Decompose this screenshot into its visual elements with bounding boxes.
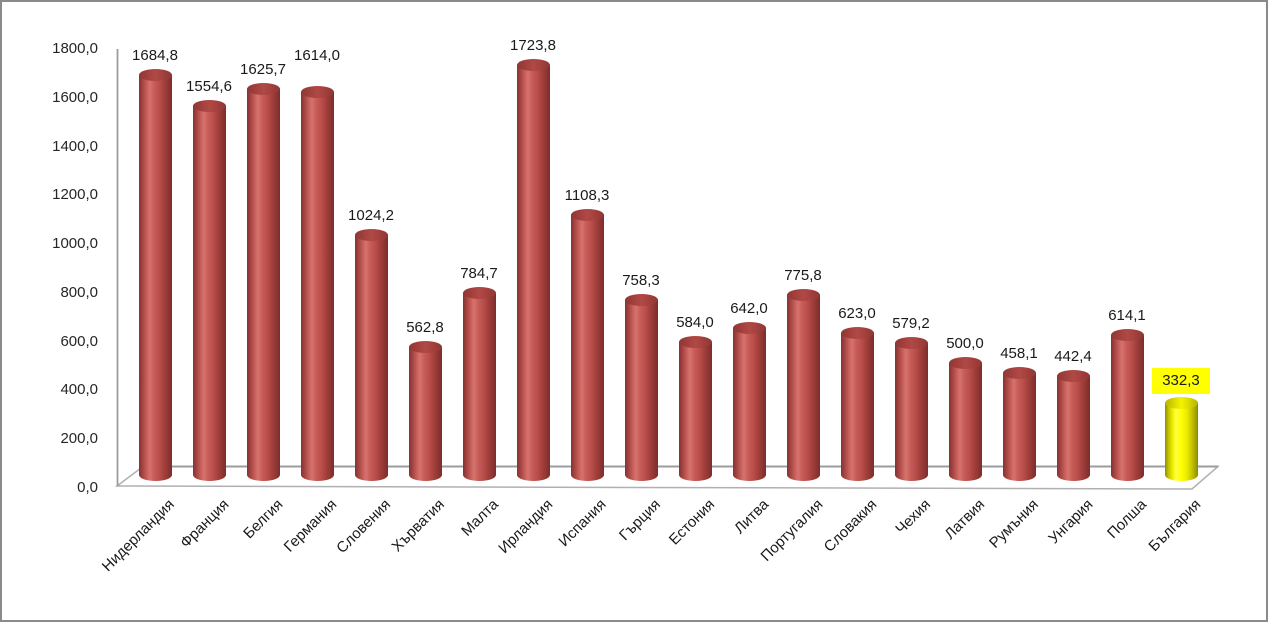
bar-cylinder	[354, 235, 388, 481]
floor-parallelogram	[114, 465, 1221, 490]
y-tick-label: 1600,0	[52, 88, 98, 106]
bar-value-label: 642,0	[730, 299, 768, 317]
bar-cylinder	[894, 343, 928, 481]
bar-cylinder	[678, 342, 712, 481]
bar-cylinder-highlighted	[1164, 403, 1198, 481]
bar-value-label: 458,1	[1000, 344, 1038, 362]
bar-value-label: 1625,7	[240, 60, 286, 78]
bar-value-label: 1684,8	[132, 46, 178, 64]
y-tick-label: 1400,0	[52, 137, 98, 155]
bar-top-cap	[948, 356, 982, 369]
bar-cylinder	[840, 332, 874, 481]
bar-value-label: 442,4	[1054, 348, 1092, 366]
bar-top-cap	[408, 341, 442, 354]
bar-cylinder	[138, 74, 172, 481]
bar-top-cap	[570, 208, 604, 221]
y-tick-label: 1800,0	[52, 39, 98, 57]
bar-top-cap	[516, 59, 550, 72]
bar-top-cap	[1110, 328, 1144, 341]
bar-top-cap	[462, 287, 496, 300]
y-tick-label: 1000,0	[52, 235, 98, 253]
bar-value-label: 332,3	[1121, 368, 1241, 395]
bar-value-label: 584,0	[676, 314, 714, 332]
bar-cylinder	[516, 65, 550, 481]
bar-cylinder	[1056, 376, 1090, 481]
bar-cylinder	[732, 327, 766, 481]
bar-top-cap	[1056, 370, 1090, 383]
bar-cylinder	[246, 88, 280, 481]
bar-value-label: 1108,3	[564, 186, 610, 204]
bar-top-cap	[300, 85, 334, 98]
bar-value-label: 623,0	[838, 304, 876, 322]
y-tick-label: 400,0	[60, 381, 98, 399]
bar-cylinder	[948, 362, 982, 481]
bar-value-label: 1723,8	[510, 37, 556, 55]
bar-top-cap	[894, 337, 928, 350]
bar-top-cap	[138, 68, 172, 81]
y-tick-label: 0,0	[77, 479, 98, 496]
bar-top-cap	[192, 100, 226, 113]
bar-cylinder	[1002, 372, 1036, 481]
bar-cylinder	[570, 214, 604, 481]
highlighted-value-label: 332,3	[1152, 368, 1210, 395]
bar-value-label: 1554,6	[186, 78, 232, 96]
bar-value-label: 500,0	[946, 334, 984, 352]
bar-value-label: 579,2	[892, 315, 930, 333]
bar-value-label: 784,7	[460, 265, 498, 283]
bar-value-label: 1024,2	[348, 207, 394, 225]
bar-cylinder	[462, 293, 496, 481]
bar-top-cap	[732, 321, 766, 334]
bar-top-cap	[1002, 366, 1036, 379]
y-tick-label: 200,0	[60, 430, 98, 448]
y-tick-label: 800,0	[60, 283, 98, 301]
bar-value-label: 775,8	[784, 267, 822, 285]
bar-value-label: 1614,0	[294, 46, 340, 64]
bar-value-label: 562,8	[406, 319, 444, 337]
bar-top-cap	[1164, 397, 1198, 410]
bar-cylinder	[192, 106, 226, 481]
bar-value-label: 758,3	[622, 271, 660, 289]
bar-top-cap	[840, 326, 874, 339]
bar-cylinder	[1110, 334, 1144, 481]
bar-top-cap	[786, 289, 820, 302]
y-tick-label: 600,0	[60, 332, 98, 350]
bar-cylinder	[786, 295, 820, 481]
y-tick-label: 1200,0	[52, 186, 98, 204]
bar-top-cap	[354, 229, 388, 242]
bar-top-cap	[246, 82, 280, 95]
bar-top-cap	[678, 336, 712, 349]
bar-cylinder	[300, 91, 334, 481]
bar-cylinder	[408, 347, 442, 481]
bar-value-label: 614,1	[1108, 306, 1146, 324]
bar-cylinder	[624, 299, 658, 481]
bar-top-cap	[624, 293, 658, 306]
